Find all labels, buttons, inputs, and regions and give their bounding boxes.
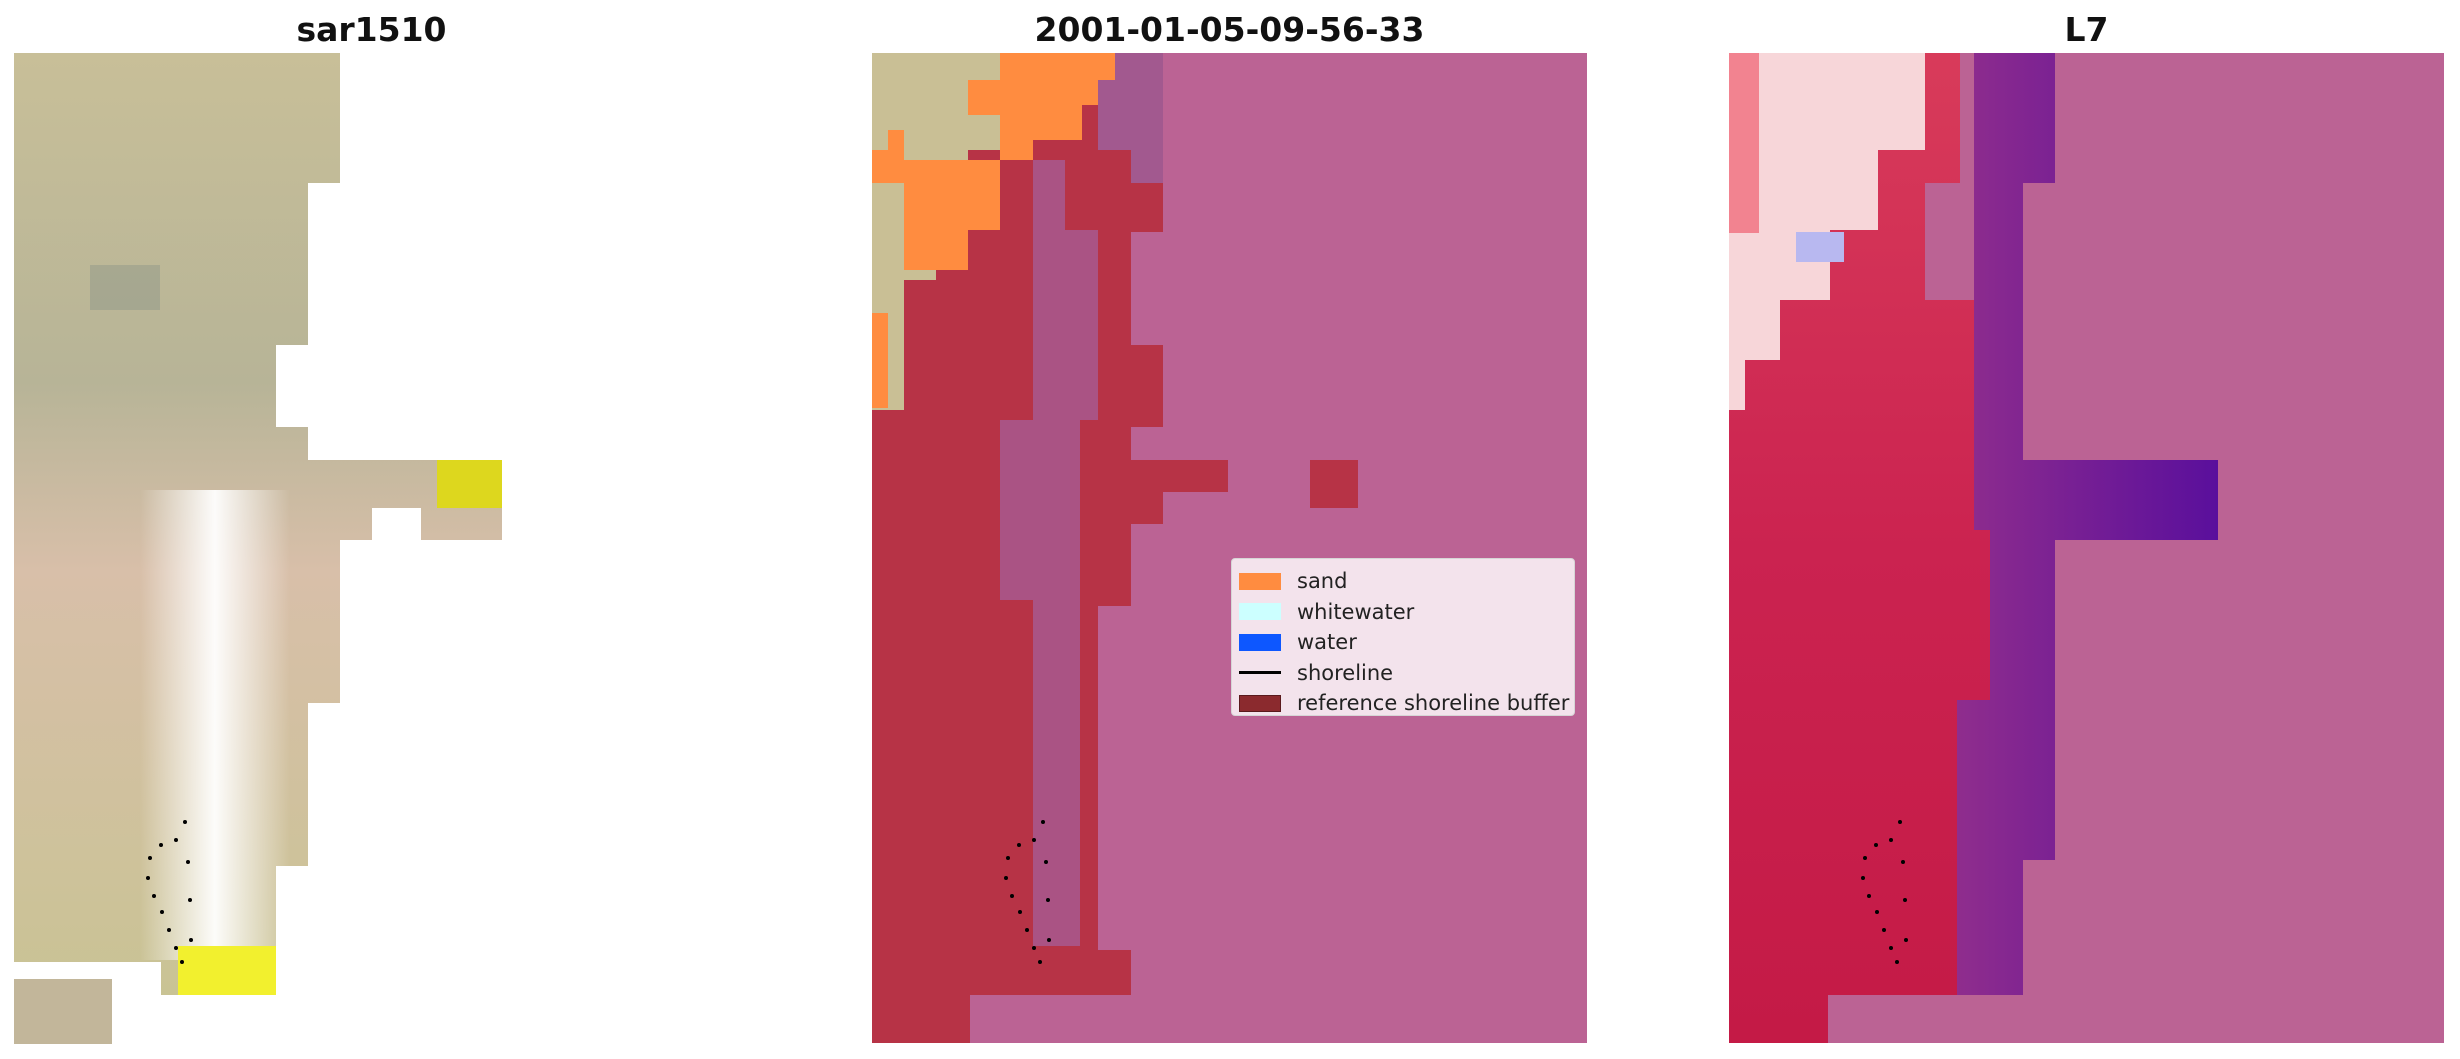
legend-item-sand: sand: [1239, 566, 1574, 597]
class-sand-left: [872, 313, 888, 408]
rgb-yellow-patch-right: [437, 460, 502, 508]
class-purple-strip: [1000, 160, 1098, 946]
legend-swatch-shoreline: [1239, 671, 1281, 675]
shoreline-points-classification: [1004, 820, 1051, 964]
rgb-bottom-left-block: [14, 979, 112, 1044]
panel-title-rgb: sar1510: [296, 10, 447, 49]
rgb-bright-band: [140, 490, 290, 960]
rgb-yellow-patch-lower: [178, 946, 276, 995]
legend-swatch-sand: [1239, 572, 1281, 590]
shoreline-points-rgb: [146, 820, 193, 964]
legend-label-water: water: [1297, 630, 1357, 655]
index-red-edge: [1729, 53, 1759, 233]
index-purple-band: [1957, 53, 2218, 995]
shoreline-points-index: [1861, 820, 1908, 964]
rgb-grey-blob: [90, 265, 160, 310]
panel-title-index: L7: [2064, 10, 2109, 49]
class-red-chunk: [1310, 460, 1358, 508]
index-blue-patch: [1796, 232, 1844, 262]
index-white-region: [1729, 53, 1925, 410]
index-panel: [1729, 53, 2444, 1043]
legend-swatch-water: [1239, 633, 1281, 651]
panel-title-classification: 2001-01-05-09-56-33: [1034, 10, 1425, 49]
legend-item-water: water: [1239, 627, 1574, 658]
class-sand-area: [872, 53, 1115, 270]
legend-item-shoreline: shoreline: [1239, 658, 1574, 689]
legend-item-reference-buffer: reference shoreline buffer: [1239, 688, 1574, 719]
legend-label-whitewater: whitewater: [1297, 599, 1415, 624]
legend-swatch-whitewater: [1239, 603, 1281, 621]
legend-item-whitewater: whitewater: [1239, 597, 1574, 628]
legend-label-sand: sand: [1297, 569, 1348, 594]
class-purple-upper: [1098, 53, 1163, 183]
legend-label-reference-buffer: reference shoreline buffer: [1297, 691, 1570, 716]
rgb-image-panel: [14, 53, 502, 1044]
classification-panel: [872, 53, 1587, 1043]
legend-swatch-reference-buffer: [1239, 694, 1281, 712]
legend: sand whitewater water shoreline referenc…: [1231, 558, 1575, 716]
legend-label-shoreline: shoreline: [1297, 660, 1394, 685]
